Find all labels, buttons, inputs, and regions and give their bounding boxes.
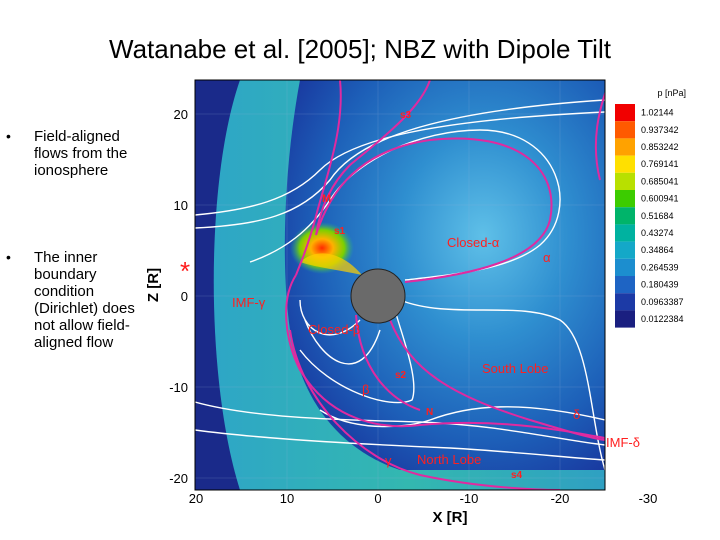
colorbar: p [nPa] 1.02144 0.937342 0.853242 0.769141 0…: [608, 84, 708, 332]
label-delta: δ: [573, 407, 580, 422]
bullet-item-1: • Field-aligned flows from the ionospher…: [6, 128, 146, 179]
colorbar-swatch: [615, 155, 635, 173]
colorbar-swatch: [615, 207, 635, 225]
bullet-list: • Field-aligned flows from the ionospher…: [6, 128, 146, 421]
x-tick: -20: [551, 491, 570, 506]
label-s3: s3: [400, 110, 412, 121]
label-south-lobe: South Lobe: [482, 361, 549, 376]
label-alpha: α: [543, 250, 551, 265]
colorbar-swatch: [615, 310, 635, 328]
x-tick: -30: [639, 491, 658, 506]
colorbar-value: 0.853242: [641, 142, 679, 152]
colorbar-value: 0.600941: [641, 194, 679, 204]
x-tick: 20: [189, 491, 203, 506]
colorbar-value: 0.0963387: [641, 297, 684, 307]
label-north-lobe: North Lobe: [417, 452, 481, 467]
label-closed-beta: Closed-β: [308, 322, 360, 337]
label-beta: β: [362, 382, 369, 397]
colorbar-swatch: [615, 241, 635, 259]
label-n: N: [426, 407, 433, 418]
bullet-text: The inner boundary condition (Dirichlet)…: [34, 249, 135, 351]
y-tick: -10: [169, 380, 188, 395]
colorbar-swatch: [615, 190, 635, 208]
region-labels: s3 M s1 Closed-α α IMF-γ Closed-β s2 Sou…: [232, 110, 640, 481]
colorbar-swatch: [615, 258, 635, 276]
label-closed-alpha: Closed-α: [447, 235, 500, 250]
y-tick: 0: [181, 289, 188, 304]
y-tick: -20: [169, 471, 188, 486]
colorbar-value: 0.685041: [641, 176, 679, 186]
label-s1: s1: [334, 226, 346, 237]
y-tick: 10: [174, 198, 188, 213]
plot-frame: [194, 79, 606, 491]
colorbar-title: p [nPa]: [657, 88, 686, 98]
colorbar-swatch: [615, 224, 635, 242]
x-tick: 0: [374, 491, 381, 506]
y-axis-label: Z [R]: [145, 268, 162, 302]
colorbar-value: 0.264539: [641, 262, 679, 272]
colorbar-value: 0.34864: [641, 245, 674, 255]
label-s4: s4: [511, 470, 523, 481]
colorbar-swatch: [615, 276, 635, 294]
x-axis-ticks: 20 10 0 -10 -20 -30: [189, 491, 658, 506]
slide-title: Watanabe et al. [2005]; NBZ with Dipole …: [109, 34, 611, 64]
y-tick: 20: [174, 107, 188, 122]
bullet-text: Field-aligned flows from the ionosphere: [34, 128, 128, 179]
x-tick: 10: [280, 491, 294, 506]
colorbar-swatch: [615, 138, 635, 156]
colorbar-swatch: [615, 104, 635, 122]
colorbar-value: 0.180439: [641, 280, 679, 290]
colorbar-value: 0.51684: [641, 211, 674, 221]
label-m: M: [322, 193, 331, 205]
plot-area: [195, 80, 605, 490]
colorbar-value: 0.769141: [641, 159, 679, 169]
bullet-dot-icon: •: [6, 128, 11, 144]
colorbar-swatch: [615, 172, 635, 190]
colorbar-value: 0.937342: [641, 125, 679, 135]
bullet-item-2: • The inner boundary condition (Dirichle…: [6, 249, 146, 351]
colorbar-value: 0.43274: [641, 228, 674, 238]
colorbar-value: 0.0122384: [641, 314, 684, 324]
earth-circle: [350, 268, 406, 324]
y-axis-ticks: 20 10 0 -10 -20: [169, 107, 188, 486]
label-s2: s2: [395, 370, 407, 381]
label-imf-gamma: IMF-γ: [232, 295, 266, 310]
colorbar-swatch: [615, 121, 635, 139]
label-gamma: γ: [385, 453, 392, 468]
bullet-dot-icon: •: [6, 249, 11, 265]
star-marker: *: [180, 256, 190, 286]
colorbar-value: 1.02144: [641, 108, 674, 118]
x-axis-label: X [R]: [433, 509, 468, 526]
label-imf-delta: IMF-δ: [606, 435, 640, 450]
colorbar-swatch: [615, 293, 635, 311]
x-tick: -10: [460, 491, 479, 506]
